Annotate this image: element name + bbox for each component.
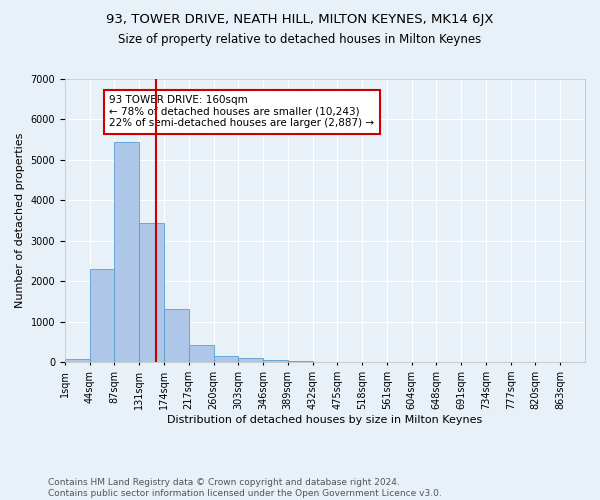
Text: Contains HM Land Registry data © Crown copyright and database right 2024.
Contai: Contains HM Land Registry data © Crown c… — [48, 478, 442, 498]
X-axis label: Distribution of detached houses by size in Milton Keynes: Distribution of detached houses by size … — [167, 415, 482, 425]
Text: 93, TOWER DRIVE, NEATH HILL, MILTON KEYNES, MK14 6JX: 93, TOWER DRIVE, NEATH HILL, MILTON KEYN… — [106, 12, 494, 26]
Bar — [115, 142, 139, 362]
Bar — [189, 345, 214, 362]
Text: 93 TOWER DRIVE: 160sqm
← 78% of detached houses are smaller (10,243)
22% of semi: 93 TOWER DRIVE: 160sqm ← 78% of detached… — [109, 95, 374, 128]
Bar — [65, 360, 89, 362]
Bar — [89, 269, 115, 362]
Bar — [238, 358, 263, 362]
Bar — [214, 356, 238, 362]
Bar — [164, 310, 189, 362]
Bar — [263, 360, 288, 362]
Bar — [288, 361, 313, 362]
Bar — [139, 224, 164, 362]
Text: Size of property relative to detached houses in Milton Keynes: Size of property relative to detached ho… — [118, 32, 482, 46]
Y-axis label: Number of detached properties: Number of detached properties — [15, 133, 25, 308]
